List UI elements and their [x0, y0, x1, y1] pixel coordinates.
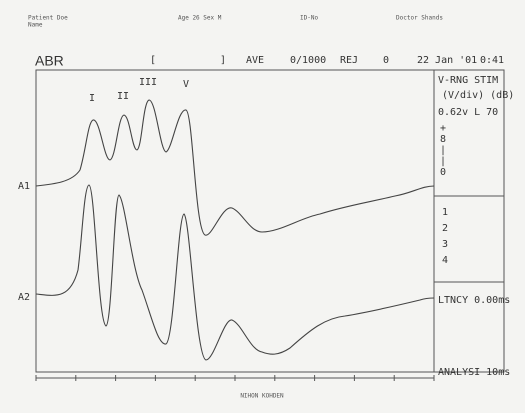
side-panel: [433, 69, 505, 373]
patient: Patient Doe: [28, 15, 68, 22]
plot-frame: [35, 69, 435, 373]
panel-units: (V/div) (dB): [442, 90, 514, 101]
id: ID-No: [300, 15, 318, 22]
channel-label: A1: [18, 181, 30, 192]
waveform-upper: [35, 99, 435, 236]
panel-setting: 0.62v L 70: [438, 107, 498, 118]
panel-list-item: 4: [442, 255, 448, 266]
panel-marker: +: [440, 123, 446, 134]
waveform-lower: [35, 184, 435, 361]
panel-heading: V-RNG STIM: [438, 75, 498, 86]
time: 0:41: [480, 55, 504, 66]
latency: LTNCY 0.00ms: [438, 295, 510, 306]
peak-label: II: [117, 91, 129, 102]
ave: AVE: [246, 55, 264, 66]
analysis: ANALYSI 10ms: [438, 367, 510, 378]
peak-label: III: [139, 77, 157, 88]
panel-list: 1 2 3 4: [442, 207, 448, 266]
panel-marker: |: [440, 156, 446, 167]
doctor: Doctor Shands: [396, 15, 443, 22]
name: Name: [28, 22, 43, 29]
panel-marker: 0: [440, 167, 446, 178]
panel-list-item: 2: [442, 223, 448, 234]
rej-count: 0: [383, 55, 389, 66]
panel-list-item: 3: [442, 239, 448, 250]
channel-label: A2: [18, 292, 30, 303]
panel-marker: |: [440, 145, 446, 156]
peak-label: V: [183, 79, 189, 90]
footer: NIHON KOHDEN: [240, 393, 284, 400]
axis-ticks: [35, 375, 435, 381]
bracket: ]: [220, 55, 226, 66]
mode: ABR: [35, 53, 64, 69]
panel-markers: +8||0: [440, 123, 446, 178]
rej: REJ: [340, 55, 358, 66]
panel-marker: 8: [440, 134, 446, 145]
count: 0/1000: [290, 55, 326, 66]
date: 22 Jan '01: [417, 55, 477, 66]
age-sex: Age 26 Sex M: [178, 15, 222, 22]
bracket: [: [150, 55, 156, 66]
panel-list-item: 1: [442, 207, 448, 218]
peak-label: I: [89, 93, 95, 104]
